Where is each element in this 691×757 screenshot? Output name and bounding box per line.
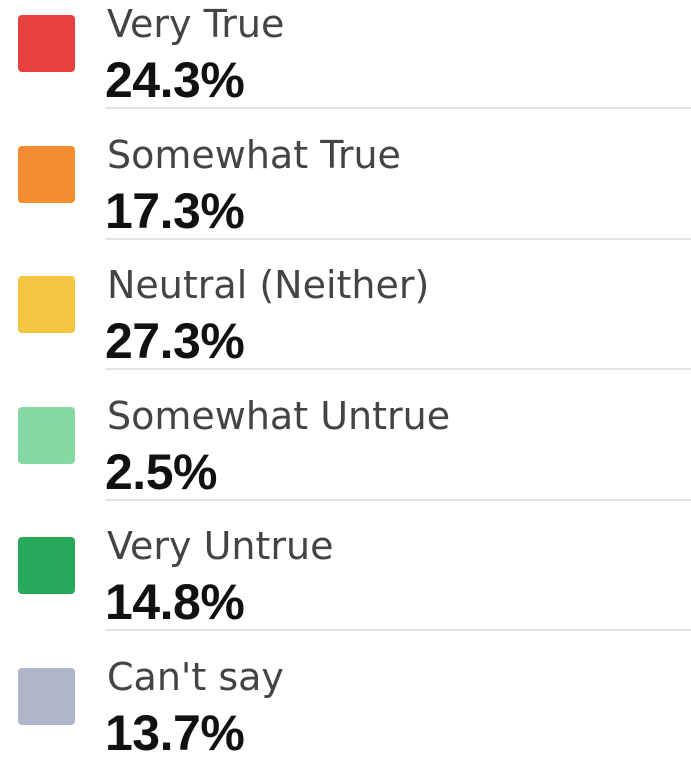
separator	[105, 237, 691, 240]
color-swatch	[18, 145, 75, 203]
item-percentage: 24.3%	[105, 52, 245, 108]
item-percentage: 27.3%	[105, 313, 245, 369]
item-percentage: 14.8%	[105, 574, 245, 630]
separator	[105, 629, 691, 631]
item-label: Somewhat Untrue	[107, 393, 451, 438]
item-label: Very True	[107, 2, 285, 46]
item-percentage: 13.7%	[105, 704, 245, 757]
item-percentage: 2.5%	[105, 443, 217, 500]
separator	[105, 368, 691, 370]
color-swatch	[18, 667, 75, 725]
legend-item: Neutral (Neither) 27.3%	[0, 239, 691, 370]
legend-item: Very Untrue 14.8%	[0, 500, 691, 631]
item-percentage: 17.3%	[105, 182, 245, 239]
legend-item: Can't say 13.7%	[0, 631, 691, 757]
legend-item: Somewhat True 17.3%	[0, 109, 691, 240]
item-label: Can't say	[107, 654, 284, 699]
item-label: Somewhat True	[107, 132, 401, 177]
separator	[105, 498, 691, 501]
item-label: Very Untrue	[107, 524, 334, 568]
color-swatch	[18, 15, 75, 72]
color-swatch	[18, 276, 75, 333]
legend-item: Very True 24.3%	[0, 0, 691, 109]
separator	[105, 107, 691, 109]
item-label: Neutral (Neither)	[107, 263, 430, 307]
color-swatch	[18, 406, 75, 464]
color-swatch	[18, 537, 75, 594]
legend-item: Somewhat Untrue 2.5%	[0, 370, 691, 501]
